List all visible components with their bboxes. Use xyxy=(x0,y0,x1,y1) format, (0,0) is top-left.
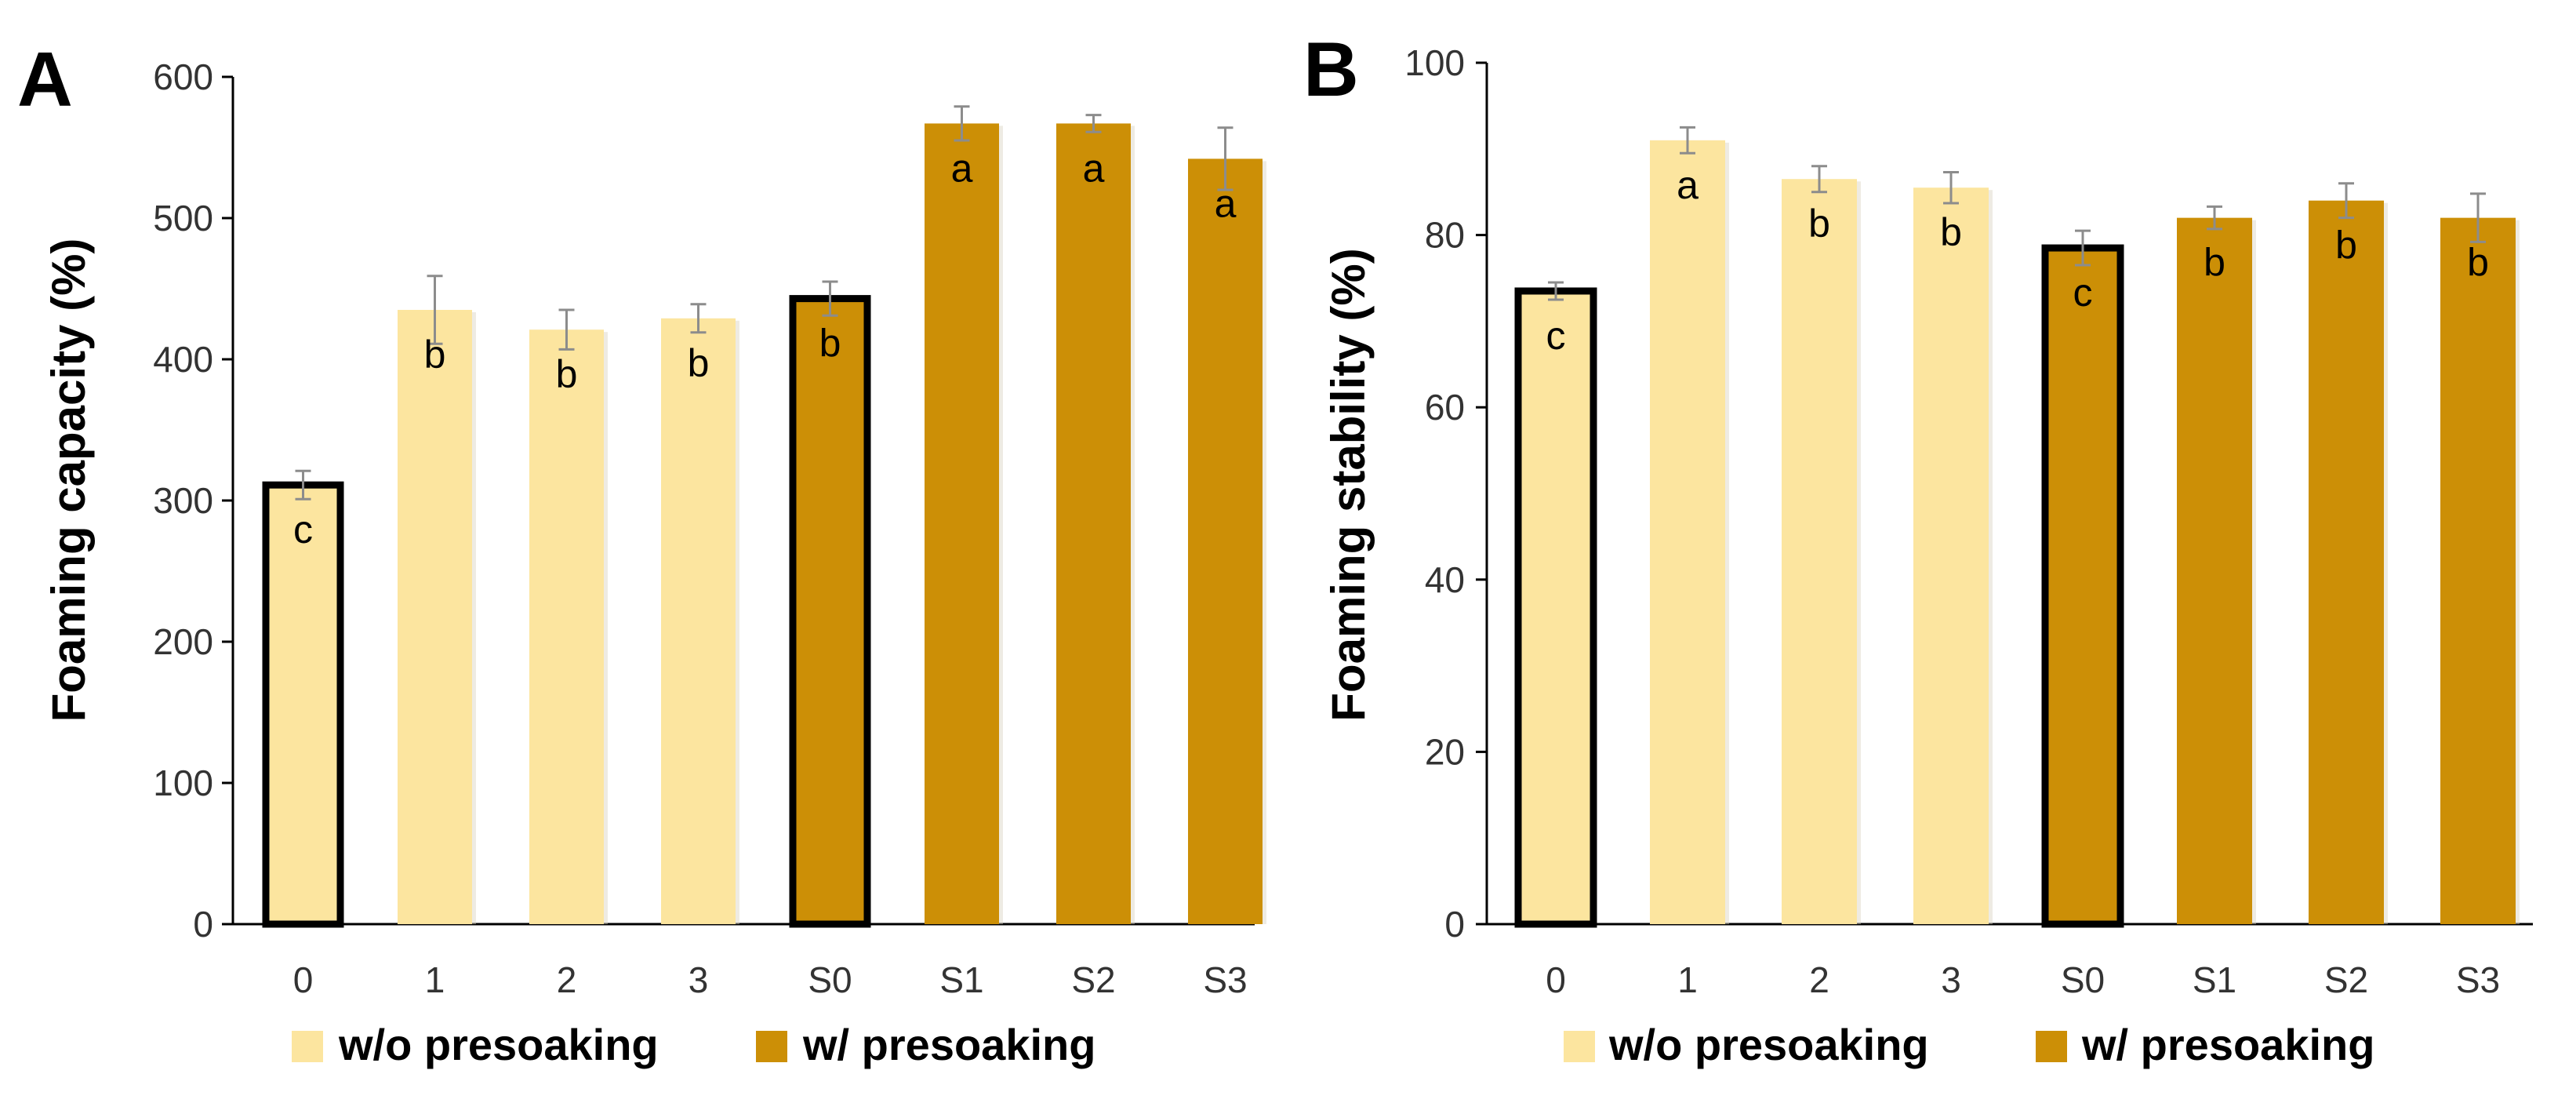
legend-label-b-dark: w/ presoaking xyxy=(2081,1020,2374,1069)
significance-label-a-1: b xyxy=(424,333,446,377)
legend-swatch-a-light xyxy=(292,1031,323,1062)
bar-b-s3 xyxy=(2440,217,2516,924)
y-tick-label-b: 60 xyxy=(1425,387,1465,428)
panel-letter-b: B xyxy=(1303,26,1359,112)
y-tick-label-b: 40 xyxy=(1425,559,1465,600)
x-tick-label-a-s2: S2 xyxy=(1071,959,1115,1000)
bar-a-s2 xyxy=(1056,123,1131,924)
bar-a-3 xyxy=(661,318,736,924)
x-tick-label-a-1: 1 xyxy=(425,959,445,1000)
y-tick-label-a: 600 xyxy=(153,56,213,97)
significance-label-b-0: c xyxy=(1546,314,1566,358)
bar-b-s2 xyxy=(2309,200,2384,924)
x-tick-label-a-s3: S3 xyxy=(1203,959,1247,1000)
x-tick-label-b-s3: S3 xyxy=(2456,959,2500,1000)
x-tick-label-a-s1: S1 xyxy=(939,959,983,1000)
bar-a-1 xyxy=(398,310,472,924)
y-tick-label-a: 0 xyxy=(193,904,213,945)
y-tick-label-b: 100 xyxy=(1404,42,1465,83)
y-axis-title-a: Foaming capacity (%) xyxy=(42,238,95,723)
bar-b-1 xyxy=(1650,140,1725,924)
bar-a-s3 xyxy=(1188,158,1263,924)
bar-a-2 xyxy=(529,329,604,924)
significance-label-a-2: b xyxy=(556,352,578,396)
bar-b-0 xyxy=(1514,287,1597,928)
significance-label-b-s0: c xyxy=(2073,271,2093,315)
x-tick-label-b-s0: S0 xyxy=(2061,959,2105,1000)
bar-a-s0 xyxy=(789,295,871,928)
y-tick-label-a: 500 xyxy=(153,198,213,238)
x-tick-label-a-2: 2 xyxy=(557,959,577,1000)
bar-a-0 xyxy=(262,481,344,928)
panel-letter-a: A xyxy=(17,36,73,122)
significance-label-a-s1: a xyxy=(951,146,973,190)
legend-label-a-dark: w/ presoaking xyxy=(802,1020,1095,1069)
y-axis-title-b: Foaming stability (%) xyxy=(1322,248,1375,721)
x-tick-label-b-0: 0 xyxy=(1546,959,1566,1000)
significance-label-b-s2: b xyxy=(2335,224,2357,268)
y-tick-label-a: 300 xyxy=(153,480,213,521)
significance-label-b-s1: b xyxy=(2204,241,2225,285)
x-tick-label-a-3: 3 xyxy=(689,959,709,1000)
legend-swatch-b-light xyxy=(1564,1031,1595,1062)
significance-label-b-3: b xyxy=(1940,210,1962,254)
panel-b: B Foaming stability (%) 0 20 40 60 80 100 c 0 a 1… xyxy=(1303,26,2533,1069)
bar-b-s0 xyxy=(2041,244,2124,928)
y-tick-label-b: 20 xyxy=(1425,731,1465,772)
x-tick-label-b-1: 1 xyxy=(1677,959,1698,1000)
marks-b: 0 20 40 60 80 100 c 0 a 1 b 2 b 3 c S0 b S1 b S2 b S3 xyxy=(1404,42,2533,1000)
significance-label-a-3: b xyxy=(688,341,710,385)
legend-swatch-a-dark xyxy=(756,1031,787,1062)
x-tick-label-b-s1: S1 xyxy=(2193,959,2236,1000)
x-tick-label-a-s0: S0 xyxy=(808,959,852,1000)
legend-label-a-light: w/o presoaking xyxy=(338,1020,659,1069)
y-tick-label-b: 0 xyxy=(1444,904,1465,945)
bar-b-s1 xyxy=(2177,217,2252,924)
significance-label-a-s0: b xyxy=(819,322,841,366)
y-tick-label-b: 80 xyxy=(1425,215,1465,256)
legend-label-b-light: w/o presoaking xyxy=(1608,1020,1929,1069)
marks-a: 0 100 200 300 400 500 600 c 0 b 1 b 2 b 3 b S0 a S1 a S2 a S3 xyxy=(153,56,1266,1000)
significance-label-a-s2: a xyxy=(1083,146,1105,190)
x-tick-label-a-0: 0 xyxy=(293,959,314,1000)
bar-a-s1 xyxy=(925,123,999,924)
significance-label-b-2: b xyxy=(1808,202,1830,246)
y-tick-label-a: 200 xyxy=(153,621,213,662)
y-tick-label-a: 400 xyxy=(153,339,213,380)
x-tick-label-b-2: 2 xyxy=(1809,959,1829,1000)
bar-b-2 xyxy=(1782,179,1857,925)
x-tick-label-b-3: 3 xyxy=(1941,959,1961,1000)
legend-swatch-b-dark xyxy=(2036,1031,2067,1062)
significance-label-a-s3: a xyxy=(1215,181,1237,225)
significance-label-b-s3: b xyxy=(2467,241,2489,285)
significance-label-b-1: a xyxy=(1677,163,1699,207)
bar-b-3 xyxy=(1913,187,1989,924)
panel-a: A Foaming capacity (%) 0 100 200 300 400 500 6… xyxy=(17,36,1266,1069)
y-tick-label-a: 100 xyxy=(153,763,213,803)
significance-label-a-0: c xyxy=(293,508,313,552)
x-tick-label-b-s2: S2 xyxy=(2324,959,2368,1000)
